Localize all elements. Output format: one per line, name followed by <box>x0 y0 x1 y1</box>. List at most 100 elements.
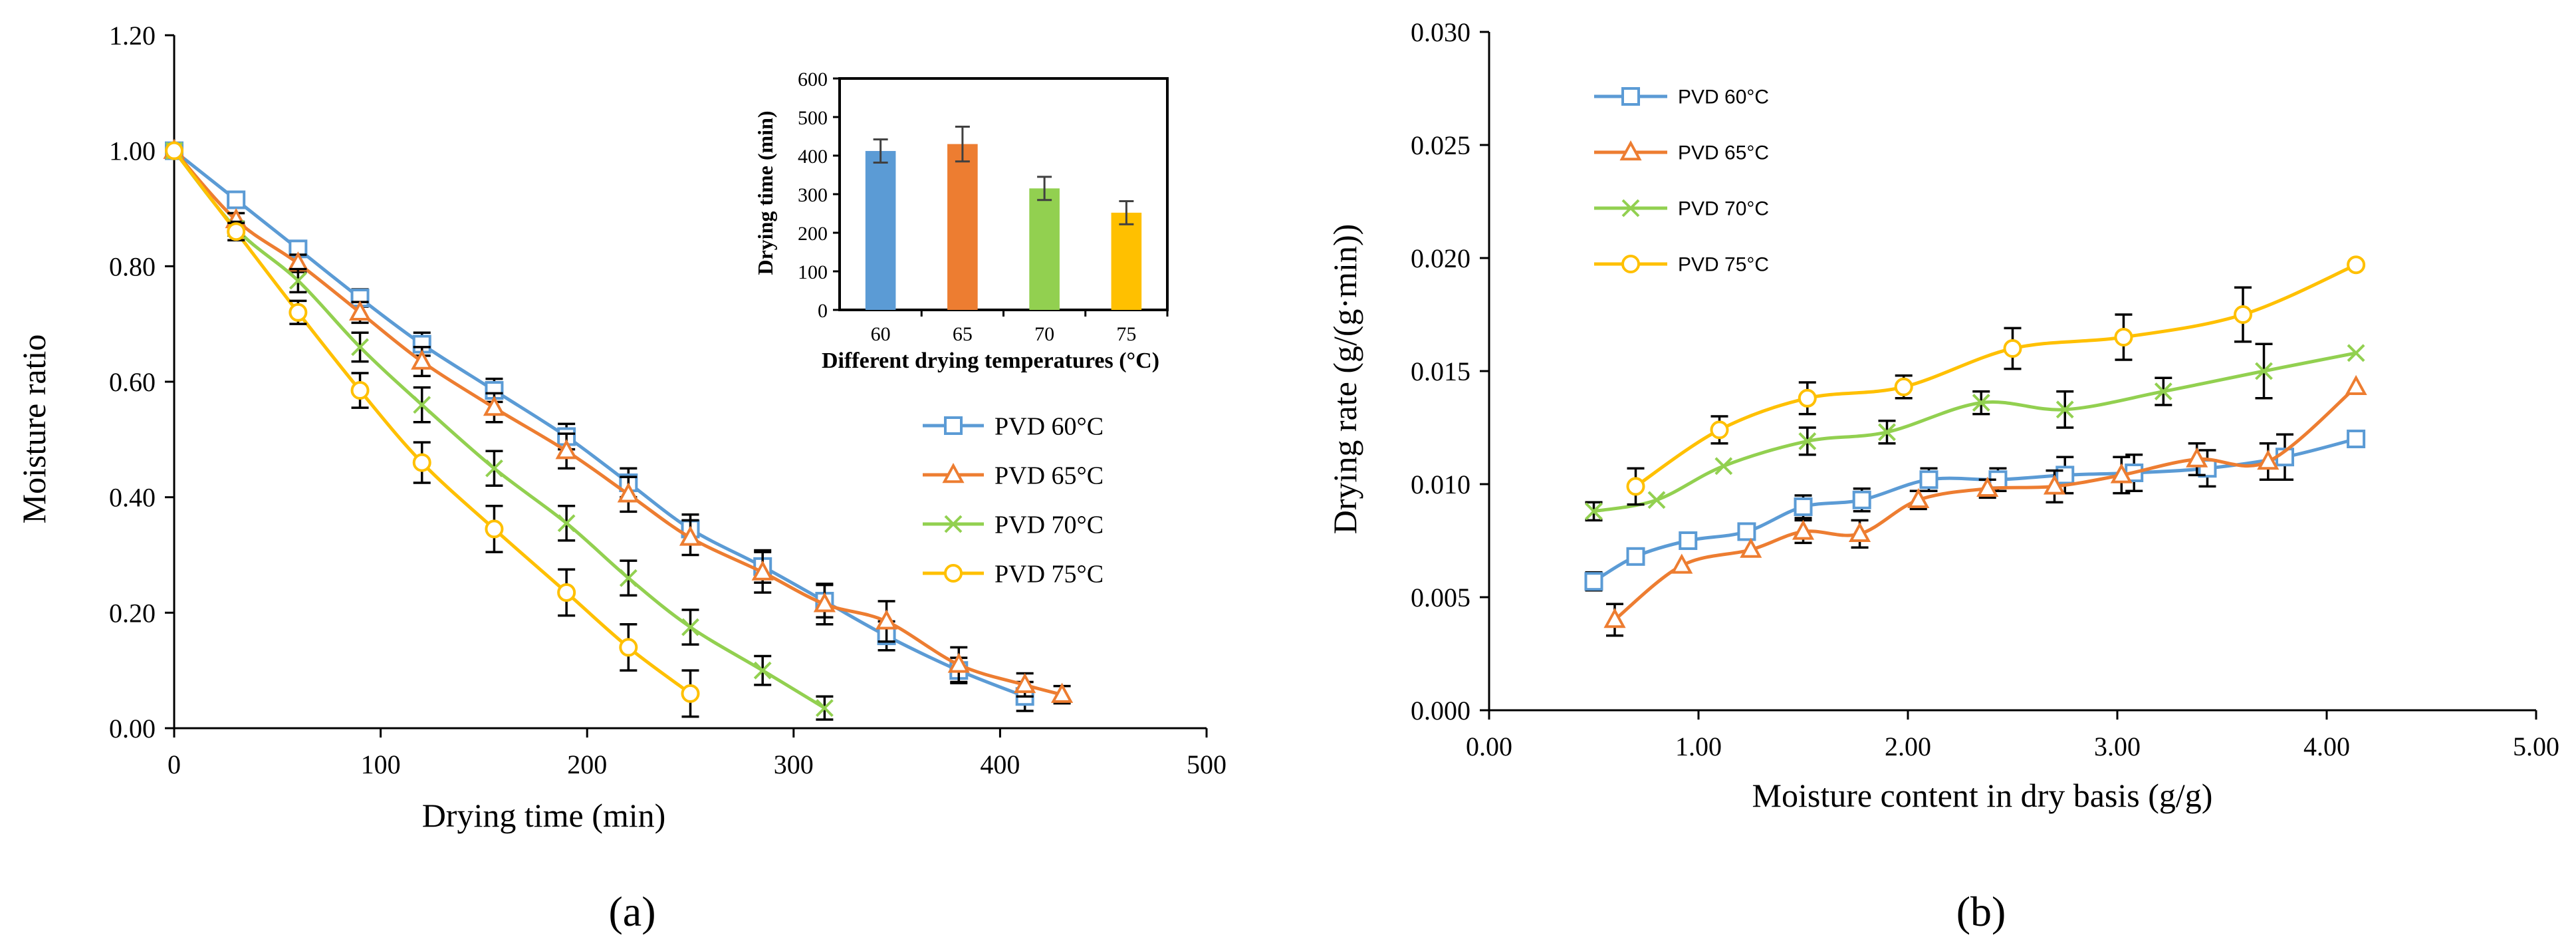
data-point <box>2234 305 2252 324</box>
series-x <box>1585 342 2365 522</box>
data-point <box>227 222 246 241</box>
inset-y-tick-label: 600 <box>798 68 828 90</box>
data-point <box>412 453 431 472</box>
series-line <box>1613 385 2357 621</box>
legend-label: PVD 60°C <box>995 412 1104 440</box>
data-point <box>1671 553 1693 574</box>
series-circle <box>1626 255 2366 506</box>
inset-y-tick-label: 400 <box>798 146 828 168</box>
data-point <box>1919 470 1938 489</box>
data-point <box>557 514 576 533</box>
series-triangle <box>1603 374 2367 637</box>
data-point <box>348 300 372 321</box>
legend-label: PVD 75°C <box>1678 254 1769 276</box>
data-point <box>1878 423 1896 442</box>
data-point <box>2055 400 2074 419</box>
inset-y-tick-label: 0 <box>818 300 828 322</box>
y-tick-label: 0.010 <box>1411 470 1470 499</box>
y-tick-label: 0.40 <box>109 483 156 513</box>
y-tick-label: 0.030 <box>1411 17 1470 47</box>
data-point <box>165 141 183 160</box>
data-point <box>2347 430 2366 448</box>
legend-label: PVD 65°C <box>995 462 1104 489</box>
inset-x-tick-label: 70 <box>1034 323 1054 345</box>
data-point <box>1907 487 1930 508</box>
data-point <box>1794 497 1813 516</box>
x-tick-label: 0 <box>168 749 181 779</box>
y-tick-label: 0.025 <box>1411 130 1470 160</box>
x-tick-label: 4.00 <box>2303 732 2350 761</box>
data-point <box>875 609 898 630</box>
series-line <box>173 149 1026 698</box>
inset-bar <box>1029 188 1060 310</box>
data-point <box>753 661 772 680</box>
data-point <box>2110 463 2133 483</box>
x-tick-label: 100 <box>361 749 401 779</box>
y-tick-label: 0.000 <box>1411 696 1470 726</box>
data-point <box>1976 476 1999 497</box>
data-point <box>351 338 369 356</box>
inset-y-axis-label: Drying time (min) <box>753 110 777 275</box>
legend-marker <box>944 564 963 583</box>
data-point <box>681 684 700 703</box>
data-point <box>413 396 431 414</box>
series-triangle <box>163 138 1074 705</box>
chart-a-y-axis-label: Moisture ratio <box>15 335 53 524</box>
inset-x-tick-label: 60 <box>871 323 891 345</box>
data-point <box>557 583 576 602</box>
data-point <box>1585 502 1603 521</box>
series-circle <box>165 141 700 718</box>
chart-a: Drying time (min) Moisture ratio 0 100 200… <box>15 21 1227 834</box>
y-tick-label: 1.20 <box>109 21 156 51</box>
legend-marker <box>1621 255 1640 273</box>
y-tick-label: 0.20 <box>109 598 156 628</box>
y-tick-label: 1.00 <box>109 136 156 166</box>
series-line <box>173 150 1063 697</box>
legend-label: PVD 60°C <box>1678 86 1769 108</box>
data-point <box>1714 457 1733 475</box>
data-point <box>751 560 774 581</box>
data-point <box>1603 608 1626 628</box>
series-square <box>1584 430 2366 592</box>
y-tick-label: 0.020 <box>1411 243 1470 273</box>
legend-label: PVD 70°C <box>1678 198 1769 220</box>
data-point <box>411 349 433 370</box>
data-point <box>2003 339 2022 358</box>
data-point <box>483 396 506 416</box>
inset-x-axis-label: Different drying temperatures (°C) <box>822 348 1159 373</box>
data-point <box>1737 522 1756 541</box>
chart-b: Moisture content in dry basis (g/g) Dryi… <box>1326 17 2559 814</box>
data-point <box>2257 450 2280 470</box>
data-point <box>1798 388 1817 408</box>
data-point <box>485 459 503 477</box>
legend: PVD 60°C PVD 65°C PVD 70°C PVD 75°C <box>923 412 1104 588</box>
inset-bar <box>947 144 978 310</box>
inset-x-tick-label: 65 <box>953 323 973 345</box>
data-point <box>1792 519 1815 540</box>
legend: PVD 60°C PVD 65°C PVD 70°C PVD 75°C <box>1594 86 1769 276</box>
inset-bar <box>1111 212 1142 310</box>
x-tick-label: 200 <box>567 749 607 779</box>
chart-a-x-axis-label: Drying time (min) <box>422 797 666 834</box>
data-point <box>227 190 246 209</box>
y-tick-label: 0.00 <box>109 714 156 744</box>
legend-marker <box>944 515 963 533</box>
legend-marker <box>942 463 965 483</box>
data-point <box>1894 377 1913 396</box>
inset-y-tick-label: 200 <box>798 223 828 245</box>
data-point <box>2347 344 2365 362</box>
data-point <box>947 652 970 673</box>
data-point <box>1584 572 1603 591</box>
data-point <box>1647 491 1666 509</box>
data-point <box>619 638 638 657</box>
legend-marker <box>1621 199 1640 217</box>
data-point <box>681 618 699 636</box>
data-point <box>813 592 836 612</box>
x-tick-label: 500 <box>1187 749 1227 779</box>
data-point <box>1798 432 1817 450</box>
data-point <box>1626 547 1645 566</box>
legend-label: PVD 75°C <box>995 560 1104 588</box>
inset-bar <box>865 151 896 310</box>
